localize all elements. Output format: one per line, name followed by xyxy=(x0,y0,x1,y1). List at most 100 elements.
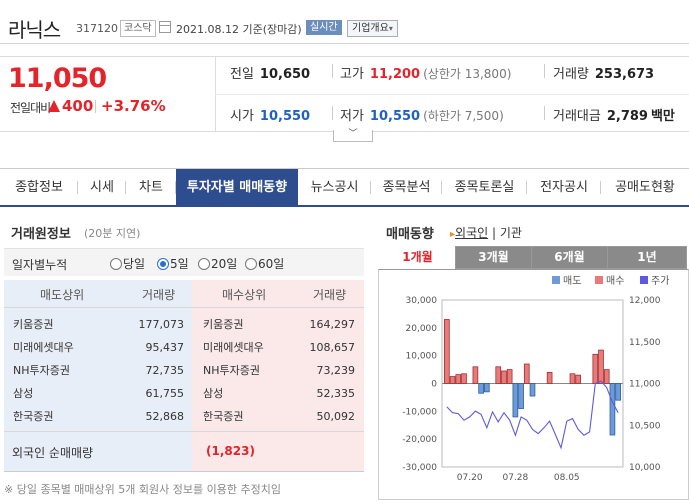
tab-short-selling[interactable]: 공매도현황 xyxy=(615,180,675,195)
buy-bar xyxy=(506,369,513,384)
main-tabs: 종합정보 시세 차트 투자자별 매매동향 뉴스공시 종목분석 종목토론실 전자공… xyxy=(0,168,689,207)
sell-broker: 미래에셋대우 xyxy=(13,341,74,354)
period-tab-3m[interactable]: 3개월 xyxy=(455,246,532,269)
sell-volume: 52,868 xyxy=(145,410,185,423)
sell-broker: 한국증권 xyxy=(13,410,54,423)
trading-trend-chart: 30,000 20,000 10,000 0 -10,000 -20,000 -30,000… xyxy=(378,269,689,500)
buy-bar xyxy=(598,349,604,384)
tab-discussion[interactable]: 종목토론실 xyxy=(442,169,527,206)
buy-bar xyxy=(461,373,467,384)
buy-volume: 50,092 xyxy=(316,410,356,423)
sell-bar xyxy=(529,383,536,397)
buy-bar xyxy=(455,374,462,384)
tab-overview[interactable]: 종합정보 xyxy=(0,169,78,206)
up-triangle-icon xyxy=(48,100,60,112)
broker-info-title: 거래원정보 xyxy=(11,227,71,242)
sell-broker: 삼성 xyxy=(13,387,34,400)
y-left-tick-label: 0 xyxy=(431,380,437,390)
company-overview-dropdown[interactable]: 기업개요▾ xyxy=(347,20,398,37)
period-filter: 일자별누적 당일 5일 20일 60일 xyxy=(4,248,364,276)
radio-circle-icon xyxy=(198,258,210,270)
company-overview-label: 기업개요 xyxy=(352,23,389,34)
tab-disclosure[interactable]: 전자공시 xyxy=(527,169,601,206)
trade-amount: 거래대금 2,789 백만 xyxy=(553,109,675,124)
tab-investor-trading[interactable]: 투자자별 매매동향 xyxy=(176,169,298,206)
period-tab-1m[interactable]: 1개월 xyxy=(379,246,456,269)
foreign-net-value: (1,823) xyxy=(206,444,255,458)
sell-column-bg xyxy=(4,280,192,471)
open-price: 시가 10,550 xyxy=(230,109,311,124)
radio-5day[interactable]: 5일 xyxy=(157,255,189,272)
y-left-tick-label: -20,000 xyxy=(402,435,437,445)
sell-top-header: 매도상위 xyxy=(40,288,85,302)
stock-code: 317120 xyxy=(76,22,118,35)
sell-broker: NH투자증권 xyxy=(13,364,70,377)
caret-down-icon: ▾ xyxy=(388,24,393,33)
low-price: 저가 10,550 (하한가 7,500) xyxy=(340,109,504,124)
buy-volume-header: 거래량 xyxy=(313,288,347,302)
buy-bar xyxy=(546,371,553,384)
radio-20day[interactable]: 20일 xyxy=(198,255,237,272)
price-summary: 11,050 전일대비 400 +3.76% 전일 10,650 고가 11,200… xyxy=(0,56,689,132)
period-tab-1y[interactable]: 1년 xyxy=(607,246,687,269)
y-left-tick-label: -30,000 xyxy=(402,463,437,473)
price-line xyxy=(446,380,619,450)
link-institution[interactable]: 기관 xyxy=(499,226,522,240)
sell-broker: 키움증권 xyxy=(13,318,54,331)
buy-broker: 미래에셋대우 xyxy=(203,341,264,354)
high-price: 고가 11,200 (상한가 13,800) xyxy=(340,67,512,82)
x-tick-label: 07.20 xyxy=(457,473,483,483)
buy-bar xyxy=(575,374,582,384)
y-right-tick-label: 11,500 xyxy=(629,338,661,348)
sell-volume: 72,735 xyxy=(145,364,185,377)
legend-swatch xyxy=(552,276,560,284)
calendar-icon xyxy=(159,21,171,33)
foreign-net-label: 외국인 순매매량 xyxy=(12,446,94,460)
sell-volume: 95,437 xyxy=(145,341,185,354)
tab-news[interactable]: 뉴스공시 xyxy=(298,169,371,206)
buy-broker: NH투자증권 xyxy=(203,364,260,377)
radio-today[interactable]: 당일 xyxy=(110,255,145,272)
y-left-tick-label: 20,000 xyxy=(406,324,438,334)
period-tab-6m[interactable]: 6개월 xyxy=(531,246,608,269)
tab-chart[interactable]: 차트 xyxy=(126,169,176,206)
y-left-tick-label: 10,000 xyxy=(406,352,438,362)
y-right-tick-label: 10,500 xyxy=(629,421,661,431)
tab-analysis[interactable]: 종목분석 xyxy=(371,169,442,206)
sell-bar xyxy=(615,383,621,401)
sell-bar xyxy=(609,383,616,436)
radio-circle-icon xyxy=(110,258,122,270)
buy-broker: 한국증권 xyxy=(203,410,244,423)
buy-top-header: 매수상위 xyxy=(222,288,267,302)
buy-volume: 73,239 xyxy=(316,364,356,377)
sell-bar xyxy=(512,383,519,418)
sell-volume: 61,755 xyxy=(145,387,185,400)
radio-selected-icon xyxy=(157,258,169,270)
buy-bar xyxy=(592,353,599,384)
legend-swatch xyxy=(595,276,603,284)
buy-bar xyxy=(449,376,456,384)
buy-volume: 108,657 xyxy=(309,341,356,354)
base-date: 2021.08.12 기준(장마감) xyxy=(176,23,302,36)
collapse-toggle-button[interactable]: ﹀ xyxy=(333,130,373,142)
sell-volume-header: 거래량 xyxy=(142,288,176,302)
radio-circle-icon xyxy=(245,258,257,270)
legend-swatch xyxy=(640,276,648,284)
y-right-tick-label: 12,000 xyxy=(629,296,661,306)
footnote: ※ 당일 종목별 매매상위 5개 회원사 정보를 이용한 추정치임 xyxy=(4,483,281,496)
tab-quotes[interactable]: 시세 xyxy=(78,169,126,206)
sell-volume: 177,073 xyxy=(138,318,185,331)
foreign-net-row: 외국인 순매매량 (1,823) xyxy=(4,431,364,471)
buy-volume: 52,335 xyxy=(316,387,356,400)
filter-label: 일자별누적 xyxy=(12,258,68,272)
link-foreign[interactable]: 외국인 xyxy=(455,226,489,240)
buy-bar xyxy=(501,370,507,384)
y-left-tick-label: 30,000 xyxy=(406,296,438,306)
realtime-button[interactable]: 실시간 xyxy=(306,20,342,35)
radio-60day[interactable]: 60일 xyxy=(245,255,284,272)
arrow-right-icon: ▸ xyxy=(450,229,456,240)
trend-subject-links: ▸외국인 | 기관 xyxy=(450,226,522,240)
sell-bar xyxy=(518,383,524,409)
buy-bar xyxy=(603,369,610,384)
price-change-pct: +3.76% xyxy=(95,97,166,115)
